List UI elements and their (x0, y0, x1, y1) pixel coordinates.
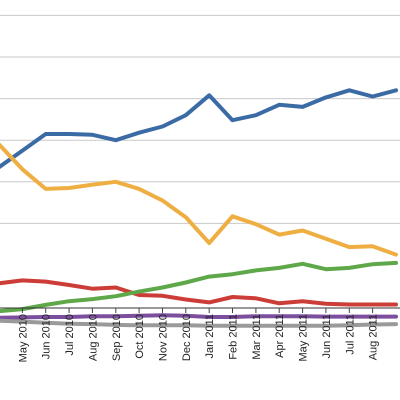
x-tick-label: Jun 2010 (41, 314, 53, 359)
x-tick-label: May 2010 (17, 314, 29, 362)
x-tick-label: Jul 2010 (64, 314, 76, 356)
x-tick-label: Apr 2011 (274, 314, 286, 358)
x-tick-label: Sep 2010 (111, 314, 123, 361)
series-line-3 (0, 278, 398, 307)
x-tick-label: Jun 2011 (321, 314, 333, 358)
x-tick-label: Mar 2011 (251, 314, 263, 360)
series-line-6 (0, 318, 398, 328)
gridlines (0, 14, 400, 224)
x-tick-label: Jul 2011 (344, 314, 356, 355)
x-tick-label: Dec 2010 (181, 314, 193, 361)
series-line-2 (0, 142, 398, 257)
series-line-1 (0, 88, 398, 169)
x-tick-label: Oct 2010 (134, 314, 146, 359)
series-line-4 (0, 260, 398, 314)
x-tick-label: Nov 2010 (158, 314, 170, 361)
x-axis-ticks: May 2010 Jun 2010 Jul 2010 Aug 2010 Sep 2010… (17, 308, 380, 362)
x-tick-label: Aug 2010 (87, 314, 99, 361)
x-tick-label: Feb 2011 (228, 314, 240, 360)
x-tick-label: Aug 2011 (368, 314, 380, 360)
x-tick-label: Jan 2011 (204, 314, 216, 358)
series-lines (0, 88, 398, 328)
series-line-5 (0, 313, 398, 320)
x-tick-label: May 2011 (298, 314, 310, 362)
